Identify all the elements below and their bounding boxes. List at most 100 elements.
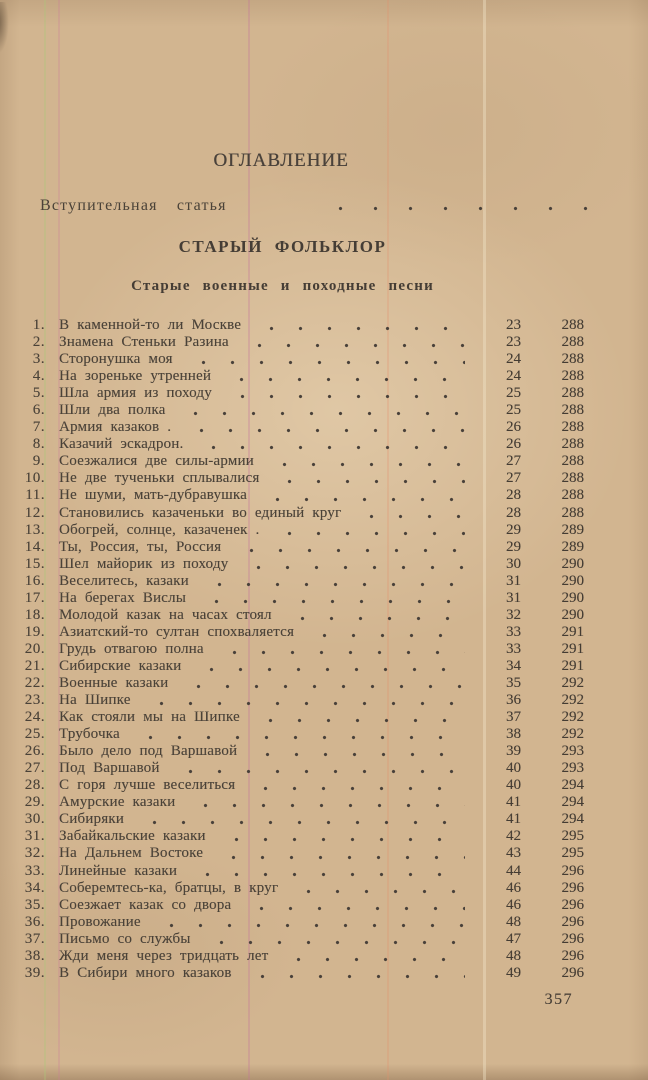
toc-entry-row: 37. Письмо со службы 47 296	[0, 931, 648, 948]
entry-number: 7.	[32, 419, 45, 436]
dot-leader	[263, 496, 465, 502]
entry-page: 30	[506, 555, 521, 572]
entry-notes-page: 292	[561, 692, 585, 709]
dot-leader	[287, 615, 465, 621]
entry-page: 48	[506, 947, 521, 964]
toc-entry-row: 34. Соберемтесь-ка, братцы, в круг 46 29…	[0, 880, 648, 897]
dot-leader	[197, 666, 465, 672]
dot-leader	[269, 462, 465, 468]
entry-page: 26	[506, 419, 521, 436]
entry-title: В Сибири много казаков	[59, 964, 232, 981]
entry-title: Сибирские казаки	[59, 657, 182, 674]
entry-page: 42	[506, 828, 521, 845]
entry-number: 28.	[24, 777, 45, 794]
entry-notes-page: 288	[561, 436, 585, 453]
entry-number: 3.	[32, 351, 45, 368]
toc-entry-row: 36. Провожание 48 296	[0, 914, 648, 931]
entry-notes-page: 288	[561, 453, 585, 470]
entry-title: Забайкальские казаки	[59, 828, 206, 845]
entry-notes-page: 296	[561, 930, 585, 947]
dot-leader	[221, 837, 465, 843]
corner-smudge-artifact	[0, 2, 9, 54]
dot-leader	[193, 871, 465, 877]
entry-title: Казачий эскадрон.	[59, 436, 184, 453]
dot-leader	[322, 206, 616, 211]
entry-notes-page: 292	[561, 709, 585, 726]
toc-entry-row: 1. В каменной-то ли Москве 23 288	[0, 317, 648, 334]
entry-notes-page: 289	[561, 538, 585, 555]
entry-title: Соберемтесь-ка, братцы, в круг	[59, 879, 279, 896]
toc-entry-row: 8. Казачий эскадрон. 26 288	[0, 436, 648, 453]
entry-notes-page: 292	[561, 726, 585, 743]
toc-entry-row: 38. Жди меня через тридцать лет 48 296	[0, 948, 648, 965]
dot-leader	[275, 530, 465, 536]
entry-notes-page: 288	[561, 402, 585, 419]
entry-notes-page: 288	[561, 351, 585, 368]
entry-number: 2.	[32, 334, 45, 351]
subsection-heading: Старые военные и походные песни	[131, 278, 434, 294]
entry-page: 33	[506, 640, 521, 657]
toc-entry-row: 11. Не шуми, мать-дубравушка 28 288	[0, 487, 648, 504]
entry-page: 33	[506, 623, 521, 640]
entry-page: 28	[506, 487, 521, 504]
entry-number: 13.	[24, 521, 45, 538]
toc-entry-row: 26. Было дело под Варшавой 39 293	[0, 743, 648, 760]
entry-number: 6.	[32, 402, 45, 419]
dot-leader	[202, 598, 465, 604]
entry-number: 26.	[24, 743, 45, 760]
entry-number: 34.	[24, 879, 45, 896]
entry-title: На Дальнем Востоке	[59, 845, 204, 862]
entry-notes-page: 294	[561, 811, 585, 828]
toc-entry-row: 31. Забайкальские казаки 42 295	[0, 828, 648, 845]
entry-title: Грудь отвагою полна	[59, 640, 204, 657]
toc-entry-row: 15. Шел майорик из походу 30 290	[0, 556, 648, 573]
entry-notes-page: 292	[561, 674, 585, 691]
entry-notes-page: 288	[561, 334, 585, 351]
entry-title: Сторонушка моя	[59, 351, 173, 368]
entry-notes-page: 288	[561, 368, 585, 385]
toc-entry-row: 24. Как стояли мы на Шипке 37 292	[0, 709, 648, 726]
toc-entry-row: 22. Военные казаки 35 292	[0, 675, 648, 692]
entry-title: Как стояли мы на Шипке	[59, 709, 240, 726]
entry-title: На Шипке	[59, 692, 131, 709]
dot-leader	[187, 428, 465, 434]
entry-notes-page: 295	[561, 845, 585, 862]
toc-entry-row: 29. Амурские казаки 41 294	[0, 794, 648, 811]
entry-notes-page: 290	[561, 572, 585, 589]
toc-entry-row: 12. Становились казаченьки во единый кру…	[0, 505, 648, 522]
dot-leader	[204, 581, 465, 587]
entry-number: 27.	[24, 760, 45, 777]
entry-number: 39.	[24, 964, 45, 981]
dot-leader	[140, 820, 465, 826]
toc-entry-row: 9. Соезжалися две силы-армии 27 288	[0, 453, 648, 470]
entry-title: На берегах Вислы	[59, 589, 187, 606]
toc-entry-row: 5. Шла армия из походу 25 288	[0, 385, 648, 402]
entry-notes-page: 295	[561, 828, 585, 845]
entry-title: Обогрей, солнце, казаченек .	[59, 521, 260, 538]
toc-entry-row: 30. Сибиряки 41 294	[0, 811, 648, 828]
entry-notes-page: 296	[561, 862, 585, 879]
toc-entry-row: 2. Знамена Стеньки Разина 23 288	[0, 334, 648, 351]
entry-notes-page: 290	[561, 589, 585, 606]
entry-notes-page: 290	[561, 555, 585, 572]
entry-page: 48	[506, 913, 521, 930]
entry-notes-page: 296	[561, 964, 585, 981]
entry-page: 43	[506, 845, 521, 862]
page-title: ОГЛАВЛЕНИЕ	[213, 150, 349, 171]
toc-entry-row: 35. Соезжает казак со двора 46 296	[0, 897, 648, 914]
entry-page: 27	[506, 453, 521, 470]
dot-leader	[257, 326, 465, 332]
entry-title: Знамена Стеньки Разина	[59, 334, 229, 351]
entry-number: 36.	[24, 913, 45, 930]
entry-number: 21.	[24, 657, 45, 674]
dot-leader	[244, 564, 465, 570]
entry-number: 32.	[24, 845, 45, 862]
dot-leader	[184, 684, 465, 690]
entry-notes-page: 293	[561, 743, 585, 760]
dot-leader	[135, 735, 465, 741]
entry-title: Шли два полка	[59, 402, 166, 419]
dot-leader	[219, 854, 465, 860]
entry-page: 37	[506, 709, 521, 726]
entry-title: Провожание	[59, 913, 141, 930]
entry-title: Военные казаки	[59, 674, 169, 691]
